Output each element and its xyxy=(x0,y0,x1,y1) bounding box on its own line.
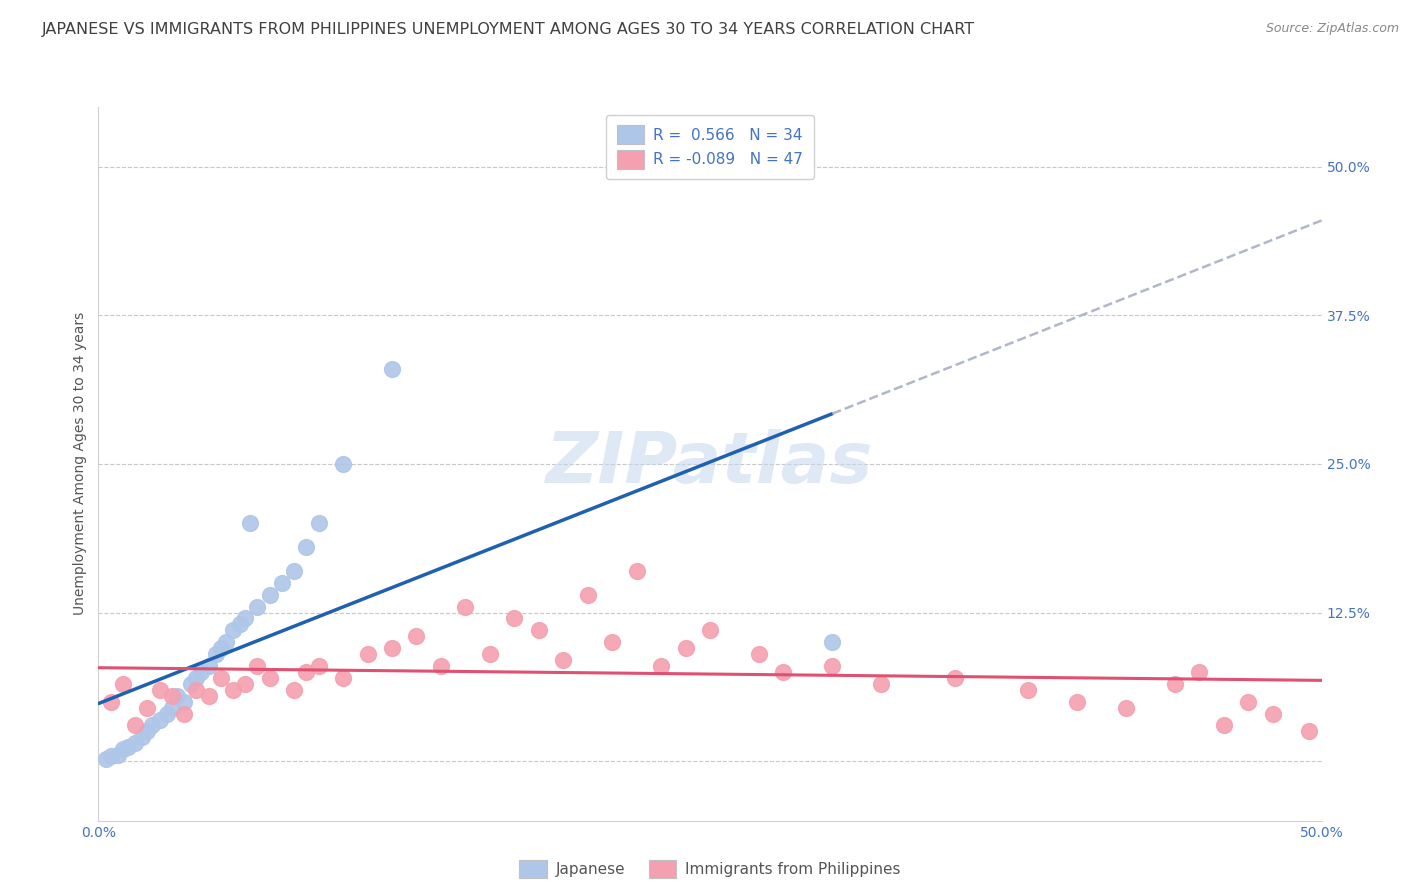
Point xyxy=(675,641,697,656)
Point xyxy=(430,659,453,673)
Point xyxy=(160,700,183,714)
Point xyxy=(136,724,159,739)
Point xyxy=(699,624,721,638)
Point xyxy=(180,677,202,691)
Point xyxy=(308,516,330,531)
Legend: Japanese, Immigrants from Philippines: Japanese, Immigrants from Philippines xyxy=(513,854,907,884)
Point xyxy=(124,718,146,732)
Y-axis label: Unemployment Among Ages 30 to 34 years: Unemployment Among Ages 30 to 34 years xyxy=(73,312,87,615)
Point xyxy=(821,659,844,673)
Point xyxy=(381,361,404,376)
Point xyxy=(308,659,330,673)
Point xyxy=(295,540,318,554)
Point xyxy=(600,635,623,649)
Point xyxy=(1066,695,1088,709)
Point xyxy=(356,647,378,661)
Point xyxy=(186,682,208,697)
Point xyxy=(527,624,550,638)
Point xyxy=(239,516,262,531)
Point xyxy=(131,731,153,745)
Point xyxy=(1298,724,1320,739)
Point xyxy=(209,641,232,656)
Point xyxy=(503,611,526,625)
Point xyxy=(160,689,183,703)
Point xyxy=(1164,677,1187,691)
Point xyxy=(270,575,294,590)
Text: Source: ZipAtlas.com: Source: ZipAtlas.com xyxy=(1265,22,1399,36)
Point xyxy=(943,671,966,685)
Point xyxy=(222,624,245,638)
Point xyxy=(1212,718,1234,732)
Point xyxy=(166,689,188,703)
Point xyxy=(748,647,770,661)
Point xyxy=(1188,665,1211,679)
Point xyxy=(772,665,794,679)
Point xyxy=(246,659,269,673)
Point xyxy=(190,665,212,679)
Point xyxy=(1261,706,1284,721)
Point xyxy=(233,611,256,625)
Point xyxy=(283,682,305,697)
Point xyxy=(870,677,893,691)
Point xyxy=(209,671,232,685)
Point xyxy=(222,682,245,697)
Point xyxy=(229,617,252,632)
Point xyxy=(405,629,427,643)
Point xyxy=(100,695,122,709)
Point xyxy=(454,599,477,614)
Point xyxy=(1115,700,1137,714)
Point xyxy=(283,564,305,578)
Point xyxy=(233,677,256,691)
Point xyxy=(100,749,122,764)
Point xyxy=(205,647,228,661)
Point xyxy=(111,677,134,691)
Point xyxy=(295,665,318,679)
Point xyxy=(111,742,134,756)
Point xyxy=(246,599,269,614)
Point xyxy=(173,706,195,721)
Point xyxy=(821,635,844,649)
Point xyxy=(214,635,236,649)
Point xyxy=(381,641,404,656)
Point xyxy=(478,647,501,661)
Point xyxy=(1237,695,1260,709)
Point xyxy=(124,736,146,750)
Point xyxy=(94,752,117,766)
Point xyxy=(186,671,208,685)
Point xyxy=(650,659,672,673)
Point xyxy=(332,457,354,471)
Point xyxy=(1017,682,1039,697)
Point xyxy=(156,706,179,721)
Point xyxy=(626,564,648,578)
Point xyxy=(173,695,195,709)
Point xyxy=(117,739,139,754)
Point xyxy=(149,682,172,697)
Point xyxy=(136,700,159,714)
Point xyxy=(141,718,163,732)
Point xyxy=(197,689,219,703)
Point xyxy=(576,588,599,602)
Point xyxy=(197,659,219,673)
Point xyxy=(259,671,281,685)
Point xyxy=(149,713,172,727)
Point xyxy=(553,653,575,667)
Point xyxy=(332,671,354,685)
Point xyxy=(107,748,129,763)
Text: JAPANESE VS IMMIGRANTS FROM PHILIPPINES UNEMPLOYMENT AMONG AGES 30 TO 34 YEARS C: JAPANESE VS IMMIGRANTS FROM PHILIPPINES … xyxy=(42,22,976,37)
Text: ZIPatlas: ZIPatlas xyxy=(547,429,873,499)
Point xyxy=(259,588,281,602)
